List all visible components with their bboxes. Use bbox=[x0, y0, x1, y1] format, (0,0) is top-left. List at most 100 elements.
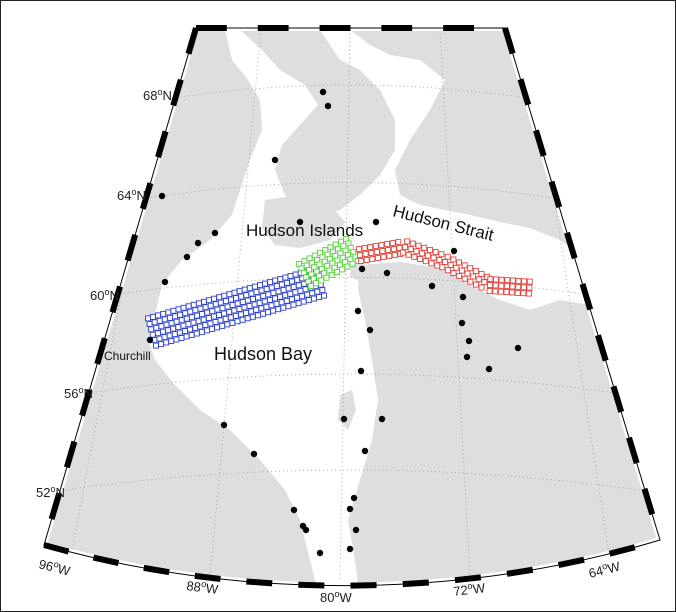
route-marker bbox=[288, 296, 295, 303]
station-dot bbox=[290, 506, 298, 514]
route-marker bbox=[268, 302, 275, 309]
route-marker bbox=[209, 308, 216, 315]
route-marker bbox=[384, 241, 391, 248]
station-dot bbox=[324, 102, 332, 110]
route-marker bbox=[231, 307, 238, 314]
station-dot bbox=[319, 88, 327, 96]
route-marker bbox=[407, 246, 414, 253]
survey-routes bbox=[145, 236, 533, 349]
route-marker bbox=[173, 318, 180, 325]
land-southampton bbox=[262, 195, 345, 248]
route-marker bbox=[390, 246, 397, 252]
route-marker bbox=[277, 276, 284, 282]
route-marker bbox=[209, 325, 215, 332]
route-marker bbox=[185, 321, 192, 328]
route-marker bbox=[212, 319, 219, 325]
route-marker bbox=[363, 256, 370, 263]
route-marker bbox=[241, 286, 248, 293]
route-marker bbox=[197, 323, 204, 330]
route-marker bbox=[229, 319, 236, 326]
route-marker bbox=[226, 309, 233, 315]
route-marker bbox=[424, 252, 431, 259]
route-marker bbox=[188, 314, 195, 321]
route-marker bbox=[216, 294, 223, 301]
route-marker bbox=[515, 277, 522, 284]
route-marker bbox=[148, 326, 155, 333]
route-marker bbox=[374, 254, 381, 261]
route-marker bbox=[262, 280, 268, 287]
route-marker bbox=[297, 287, 304, 294]
route-marker bbox=[349, 260, 356, 267]
route-marker bbox=[526, 290, 532, 297]
route-marker bbox=[344, 263, 351, 270]
route-marker bbox=[385, 247, 392, 253]
route-marker bbox=[411, 253, 418, 260]
route-marker bbox=[251, 301, 258, 308]
route-marker bbox=[282, 292, 289, 299]
route-marker bbox=[153, 342, 159, 349]
station-dot bbox=[250, 450, 258, 458]
route-marker bbox=[253, 289, 260, 295]
lat-tick-52: 52oN bbox=[36, 484, 65, 500]
route-marker bbox=[521, 278, 528, 285]
route-marker bbox=[165, 309, 172, 316]
route-marker bbox=[461, 262, 468, 269]
route-marker bbox=[246, 302, 253, 309]
route-marker bbox=[250, 296, 256, 302]
route-marker bbox=[334, 269, 340, 276]
route-marker bbox=[273, 283, 280, 289]
station-dot bbox=[361, 447, 369, 455]
route-marker bbox=[192, 307, 199, 314]
lat-tick-56: 56oN bbox=[64, 385, 93, 401]
route-east bbox=[355, 238, 533, 297]
route-marker bbox=[419, 250, 426, 257]
route-marker bbox=[395, 239, 402, 246]
route-marker bbox=[200, 316, 207, 323]
route-marker bbox=[248, 290, 255, 297]
route-marker bbox=[467, 278, 474, 285]
route-marker bbox=[154, 330, 161, 337]
route-marker bbox=[305, 297, 312, 304]
route-marker bbox=[362, 251, 369, 257]
route-marker bbox=[456, 259, 462, 266]
lon-tick-96: 96oW bbox=[37, 555, 72, 578]
route-marker bbox=[207, 320, 214, 327]
route-marker bbox=[258, 305, 265, 312]
route-marker bbox=[244, 315, 251, 322]
route-marker bbox=[442, 259, 448, 265]
station-dot bbox=[183, 253, 191, 261]
route-marker bbox=[509, 289, 516, 296]
route-marker bbox=[520, 284, 527, 291]
station-dot bbox=[350, 494, 358, 502]
route-marker bbox=[267, 279, 274, 286]
station-dot bbox=[358, 265, 366, 273]
route-marker bbox=[168, 338, 175, 344]
route-marker bbox=[486, 288, 493, 294]
route-marker bbox=[323, 274, 330, 281]
route-marker bbox=[379, 248, 386, 254]
route-marker bbox=[307, 283, 314, 289]
station-dot bbox=[354, 307, 362, 315]
route-marker bbox=[444, 267, 451, 274]
route-marker bbox=[432, 249, 439, 256]
route-marker bbox=[190, 301, 197, 308]
route-marker bbox=[168, 320, 175, 327]
route-marker bbox=[294, 276, 301, 283]
route-marker bbox=[216, 312, 222, 318]
route-marker bbox=[155, 312, 162, 319]
route-marker bbox=[254, 312, 261, 319]
lat-tick-64: 64oN bbox=[117, 187, 146, 203]
station-dot bbox=[302, 526, 310, 534]
route-marker bbox=[217, 317, 224, 324]
land-ontario-manitoba bbox=[44, 340, 320, 586]
route-marker bbox=[295, 282, 302, 289]
route-marker bbox=[287, 273, 294, 279]
route-marker bbox=[149, 331, 156, 338]
route-marker bbox=[287, 290, 294, 297]
route-marker bbox=[292, 289, 299, 296]
route-marker bbox=[409, 240, 416, 247]
route-marker bbox=[228, 296, 234, 303]
route-marker bbox=[194, 312, 200, 319]
route-marker bbox=[319, 287, 326, 294]
route-marker bbox=[369, 255, 376, 262]
